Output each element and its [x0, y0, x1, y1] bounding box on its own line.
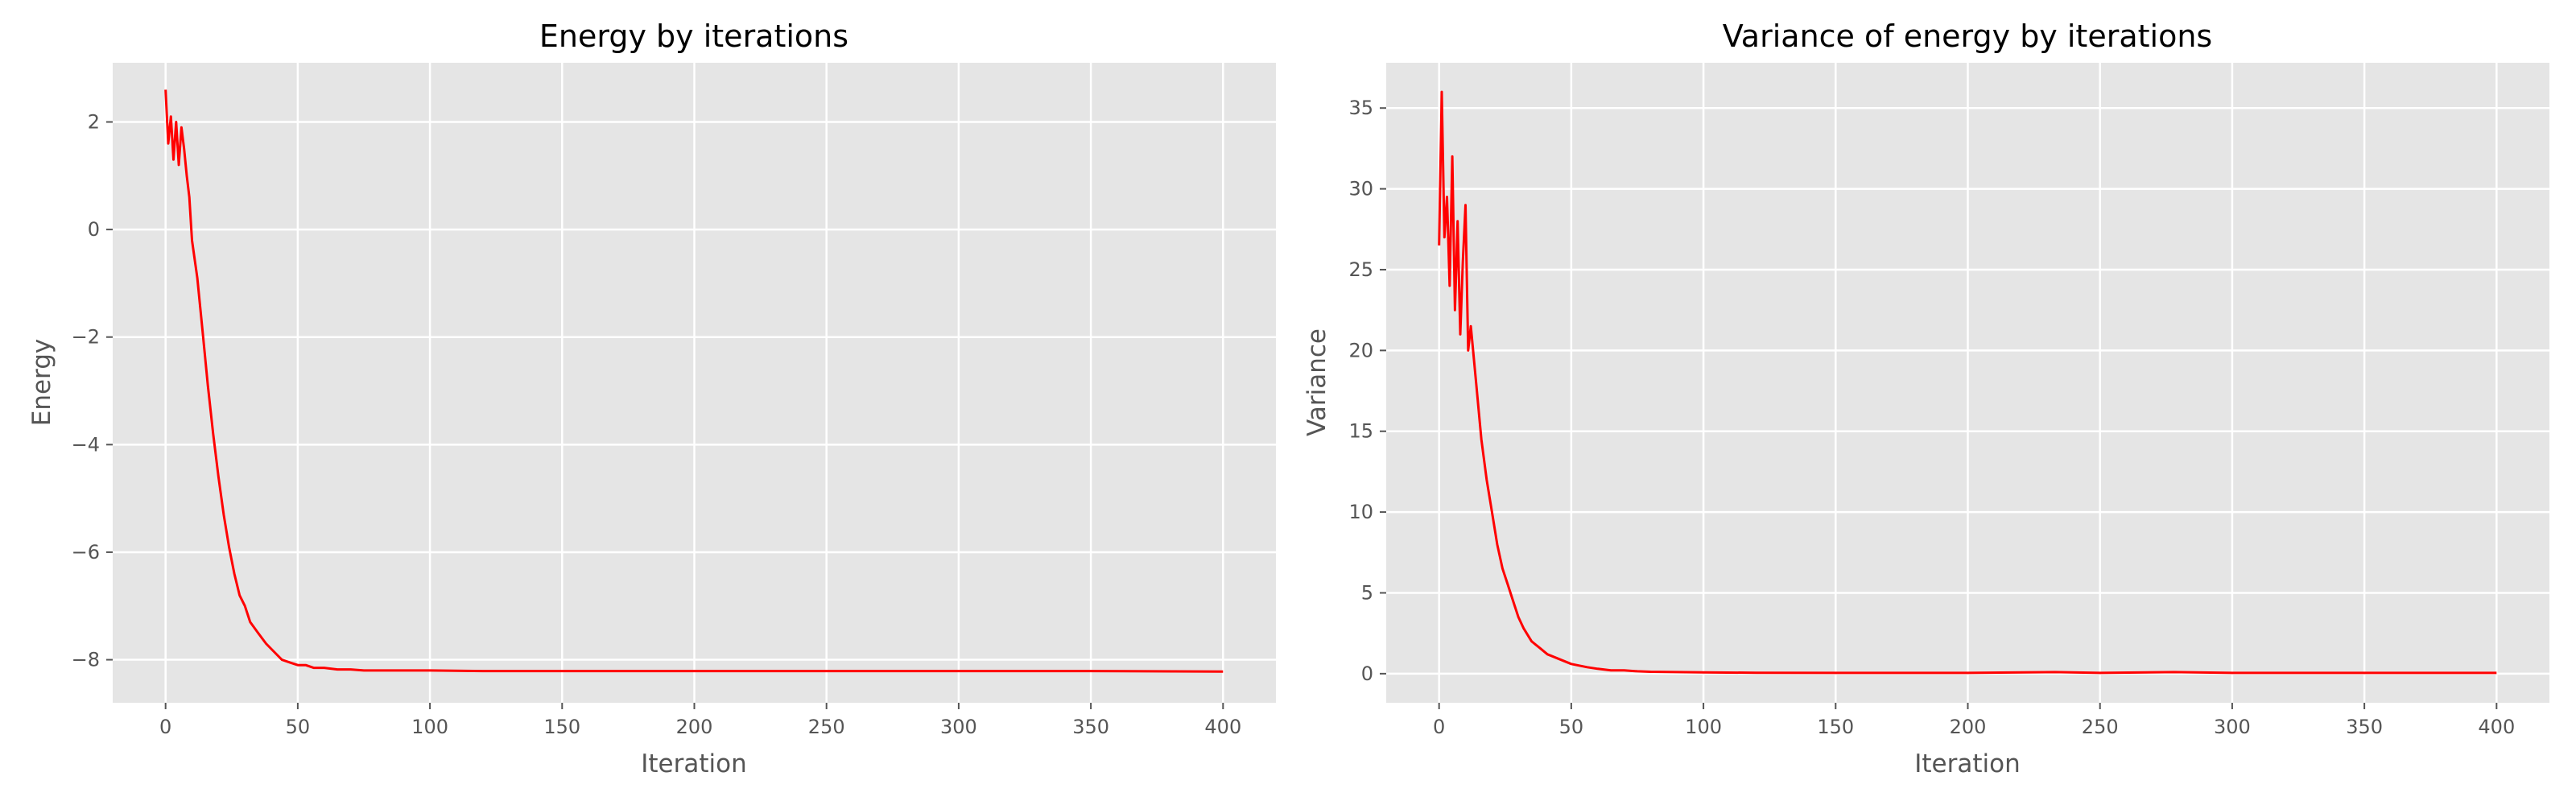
energy-x-tick-label: 350 [1072, 716, 1109, 738]
energy-x-ticks: 0 50 100 150 200 250 300 350 400 [159, 703, 1241, 738]
variance-x-tick-label: 200 [1950, 716, 1987, 738]
energy-x-tick-label: 300 [940, 716, 977, 738]
variance-x-tick-label: 100 [1685, 716, 1722, 738]
variance-x-tick-label: 250 [2082, 716, 2119, 738]
variance-y-ticks: 0 5 10 15 20 25 30 35 [1348, 97, 1386, 685]
variance-chart: Variance of energy by iterations 0 50 100 1… [1302, 19, 2549, 778]
energy-x-grid [164, 63, 1224, 703]
variance-x-ticks: 0 50 100 150 200 250 300 350 400 [1433, 703, 2515, 738]
energy-x-tick-label: 100 [411, 716, 448, 738]
energy-chart-title: Energy by iterations [539, 19, 848, 54]
variance-y-tick-label: 35 [1348, 97, 1373, 119]
energy-x-tick-label: 0 [159, 716, 171, 738]
energy-x-tick-label: 50 [286, 716, 311, 738]
energy-x-tick-label: 200 [676, 716, 713, 738]
variance-x-tick-label: 50 [1559, 716, 1584, 738]
variance-y-tick-label: 15 [1348, 420, 1373, 443]
variance-y-axis-label: Variance [1302, 328, 1331, 436]
variance-y-tick-label: 30 [1348, 178, 1373, 200]
variance-x-tick-label: 350 [2346, 716, 2383, 738]
variance-y-tick-label: 0 [1361, 663, 1373, 685]
variance-series-line [1438, 90, 2497, 675]
energy-x-tick-label: 250 [808, 716, 845, 738]
energy-y-tick-label: 0 [88, 218, 100, 241]
variance-y-tick-label: 10 [1348, 501, 1373, 523]
variance-chart-title: Variance of energy by iterations [1723, 19, 2212, 54]
energy-y-axis-label: Energy [27, 339, 56, 427]
energy-series-line [164, 89, 1224, 673]
variance-y-tick-label: 5 [1361, 581, 1373, 604]
variance-x-grid [1438, 63, 2498, 703]
energy-x-tick-label: 400 [1204, 716, 1241, 738]
variance-y-tick-label: 20 [1348, 339, 1373, 361]
energy-x-tick-label: 150 [543, 716, 580, 738]
energy-y-tick-label: −2 [72, 326, 100, 349]
energy-y-tick-label: −6 [72, 541, 100, 564]
energy-y-ticks: −8 −6 −4 −2 0 2 [72, 110, 113, 671]
energy-y-grid [113, 121, 1276, 661]
energy-y-tick-label: 2 [88, 110, 100, 133]
energy-chart: Energy by iterations 0 50 100 150 200 250 300 3… [27, 19, 1276, 778]
variance-series-group [1438, 90, 2497, 675]
variance-x-tick-label: 150 [1817, 716, 1854, 738]
variance-x-tick-label: 0 [1433, 716, 1445, 738]
energy-y-tick-label: −4 [72, 433, 100, 456]
variance-y-tick-label: 25 [1348, 258, 1373, 281]
energy-y-tick-label: −8 [72, 649, 100, 671]
energy-x-axis-label: Iteration [641, 749, 747, 778]
energy-series-group [164, 89, 1224, 673]
variance-x-tick-label: 300 [2214, 716, 2251, 738]
variance-x-tick-label: 400 [2478, 716, 2515, 738]
variance-x-axis-label: Iteration [1914, 749, 2021, 778]
